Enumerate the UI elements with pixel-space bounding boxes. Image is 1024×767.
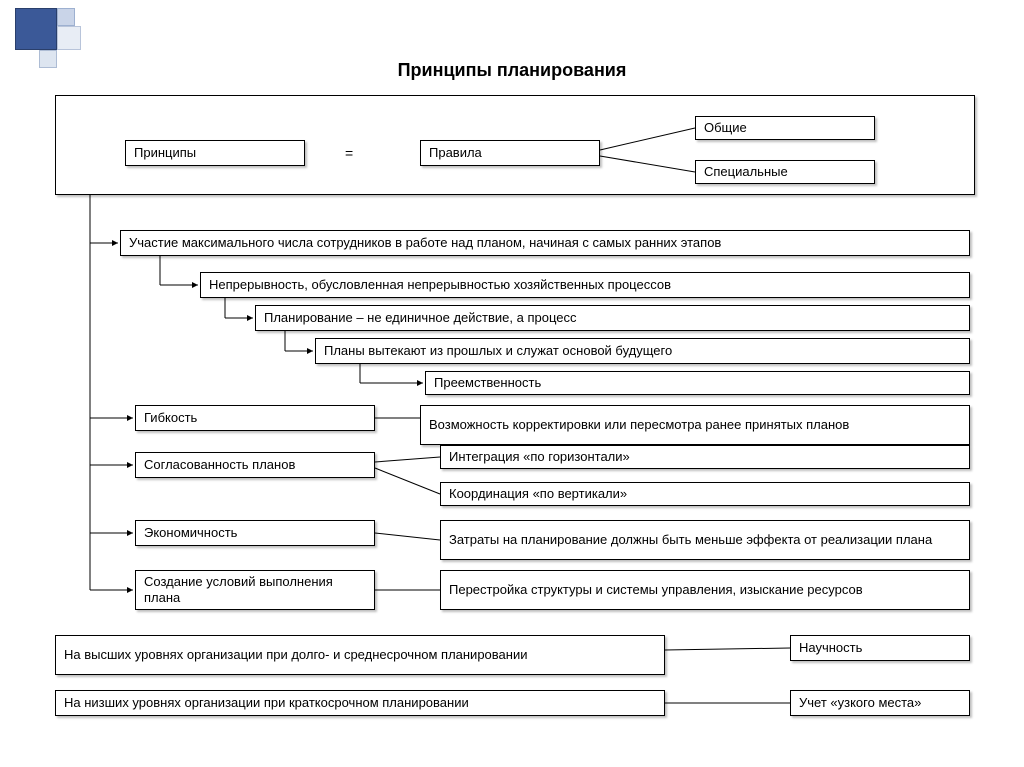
low-levels-box: На низших уровнях организации при кратко… <box>55 690 665 716</box>
page-title: Принципы планирования <box>0 60 1024 81</box>
vertical-coord-box: Координация «по вертикали» <box>440 482 970 506</box>
principles-box: Принципы <box>125 140 305 166</box>
conditions-desc: Перестройка структуры и системы управлен… <box>440 570 970 610</box>
rules-box: Правила <box>420 140 600 166</box>
coordination-box: Согласованность планов <box>135 452 375 478</box>
economy-desc: Затраты на планирование должны быть мень… <box>440 520 970 560</box>
cascade-5: Преемственность <box>425 371 970 395</box>
cascade-1: Участие максимального числа сотрудников … <box>120 230 970 256</box>
science-box: Научность <box>790 635 970 661</box>
conditions-box: Создание условий выполнения плана <box>135 570 375 610</box>
special-box: Специальные <box>695 160 875 184</box>
general-box: Общие <box>695 116 875 140</box>
cascade-2: Непрерывность, обусловленная непрерывнос… <box>200 272 970 298</box>
equals-sign: = <box>345 145 353 161</box>
cascade-4: Планы вытекают из прошлых и служат основ… <box>315 338 970 364</box>
flexibility-box: Гибкость <box>135 405 375 431</box>
decor-square-2 <box>57 8 75 26</box>
flexibility-desc: Возможность корректировки или пересмотра… <box>420 405 970 445</box>
high-levels-box: На высших уровнях организации при долго-… <box>55 635 665 675</box>
decor-square-3 <box>57 26 81 50</box>
decor-square-1 <box>15 8 57 50</box>
cascade-3: Планирование – не единичное действие, а … <box>255 305 970 331</box>
integration-box: Интеграция «по горизонтали» <box>440 445 970 469</box>
economy-box: Экономичность <box>135 520 375 546</box>
bottleneck-box: Учет «узкого места» <box>790 690 970 716</box>
